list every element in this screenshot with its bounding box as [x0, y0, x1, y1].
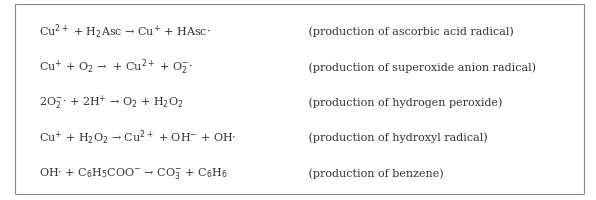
Text: (production of hydroxyl radical): (production of hydroxyl radical): [298, 132, 488, 142]
Text: (production of ascorbic acid radical): (production of ascorbic acid radical): [298, 27, 514, 37]
Text: (production of hydrogen peroxide): (production of hydrogen peroxide): [298, 97, 502, 107]
Text: Cu$^{+}$ + H$_2$O$_2$ → Cu$^{2+}$ + OH$^{-}$ + OH·: Cu$^{+}$ + H$_2$O$_2$ → Cu$^{2+}$ + OH$^…: [39, 128, 236, 146]
Text: Cu$^{2+}$ + H$_2$Asc → Cu$^{+}$ + HAsc·: Cu$^{2+}$ + H$_2$Asc → Cu$^{+}$ + HAsc·: [39, 23, 210, 41]
Text: (production of superoxide anion radical): (production of superoxide anion radical): [298, 62, 536, 72]
Text: 2O$_2^{-}$· + 2H$^{+}$ → O$_2$ + H$_2$O$_2$: 2O$_2^{-}$· + 2H$^{+}$ → O$_2$ + H$_2$O$…: [39, 93, 183, 111]
Text: OH· + C$_6$H$_5$COO$^{-}$ → CO$_3^{-}$ + C$_6$H$_6$: OH· + C$_6$H$_5$COO$^{-}$ → CO$_3^{-}$ +…: [39, 166, 228, 180]
Text: Cu$^{+}$ + O$_2$ →  + Cu$^{2+}$ + O$_2^{-}$·: Cu$^{+}$ + O$_2$ → + Cu$^{2+}$ + O$_2^{-…: [39, 57, 193, 77]
FancyBboxPatch shape: [15, 5, 584, 194]
Text: (production of benzene): (production of benzene): [298, 168, 443, 178]
